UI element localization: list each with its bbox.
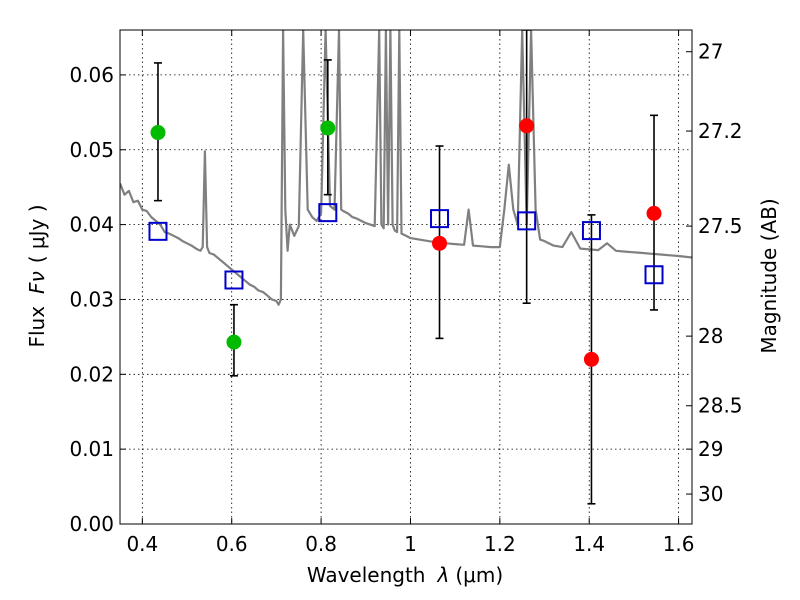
x-tick-label: 1.4 bbox=[573, 532, 605, 556]
model-square bbox=[517, 211, 537, 231]
model-square bbox=[581, 221, 601, 241]
data-point bbox=[583, 351, 599, 367]
sed-line bbox=[120, 30, 692, 306]
model-square bbox=[430, 209, 450, 229]
x-tick-label: 1.2 bbox=[484, 532, 516, 556]
y-tick-label: 0.05 bbox=[69, 138, 114, 162]
grid bbox=[120, 30, 692, 525]
y-tick-label: 0.02 bbox=[69, 362, 114, 386]
x-axis-label: Wavelength λ (μm) bbox=[307, 563, 503, 587]
y-tick-label: 0.01 bbox=[69, 437, 114, 461]
data-point bbox=[646, 205, 662, 221]
y2-tick-label: 30 bbox=[698, 482, 723, 506]
plot-frame bbox=[119, 29, 693, 525]
x-tick-label: 1.6 bbox=[663, 532, 695, 556]
y2-tick-label: 28 bbox=[698, 324, 723, 348]
y2-axis-label: Magnitude (AB) bbox=[757, 198, 781, 353]
model-square bbox=[318, 203, 338, 223]
x-tick-label: 0.8 bbox=[305, 532, 337, 556]
y2-tick-label: 27.2 bbox=[698, 119, 743, 143]
axis-ticks: 0.4 0.6 0.8 1 1.2 1.4 1.6 0.00 0.01 0.02 0.03 0.04 0… bbox=[69, 30, 743, 556]
x-tick-label: 0.4 bbox=[126, 532, 158, 556]
data-point bbox=[432, 235, 448, 251]
y-tick-label: 0.06 bbox=[69, 63, 114, 87]
x-tick-label: 0.6 bbox=[216, 532, 248, 556]
data-point bbox=[320, 120, 336, 136]
model-square bbox=[644, 265, 664, 285]
data-point bbox=[150, 125, 166, 141]
plot-area bbox=[120, 30, 692, 505]
y-tick-label: 0.03 bbox=[69, 287, 114, 311]
data-point bbox=[519, 118, 535, 134]
y2-tick-label: 29 bbox=[698, 437, 723, 461]
y-axis-label: FluxFν( μJy ) bbox=[25, 204, 49, 347]
y-tick-label: 0.04 bbox=[69, 213, 114, 237]
model-square bbox=[148, 221, 168, 241]
y-tick-label: 0.00 bbox=[69, 512, 114, 536]
y2-tick-label: 27 bbox=[698, 40, 723, 64]
model-square bbox=[224, 270, 244, 290]
y2-tick-label: 27.5 bbox=[698, 214, 743, 238]
y2-tick-label: 28.5 bbox=[698, 394, 743, 418]
x-tick-label: 1 bbox=[404, 532, 417, 556]
data-point bbox=[226, 334, 242, 350]
